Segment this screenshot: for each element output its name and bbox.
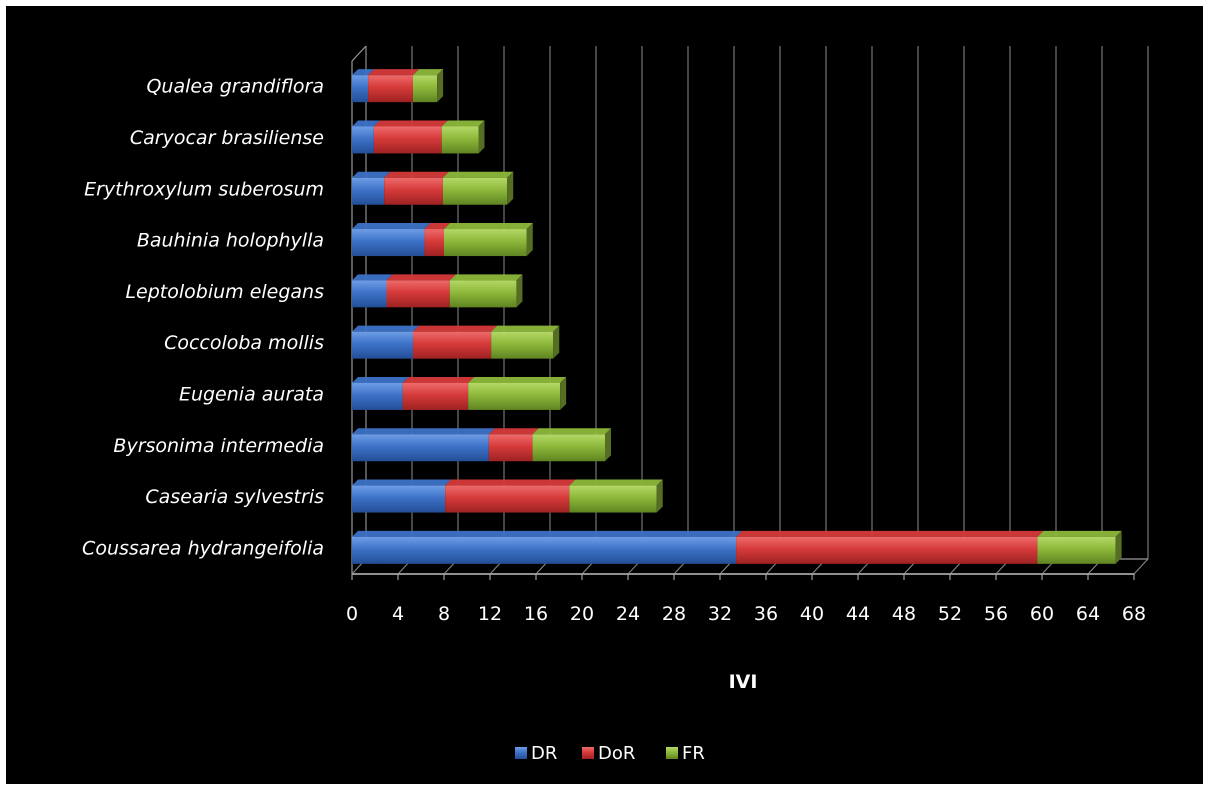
bar-dr-3 bbox=[352, 376, 409, 410]
x-tick-label: 4 bbox=[392, 603, 404, 625]
bar-fr-1 bbox=[569, 479, 663, 513]
x-tick-label: 32 bbox=[708, 603, 732, 625]
x-tick-label: 12 bbox=[478, 603, 502, 625]
legend-item-fr: FR bbox=[666, 743, 705, 764]
bar-dr-0 bbox=[352, 530, 743, 564]
chart-area: Coussarea hydrangeifolia Casearia sylvest… bbox=[6, 6, 1203, 784]
legend-label: DoR bbox=[598, 743, 635, 764]
legend-swatch bbox=[666, 747, 678, 759]
category-label: Erythroxylum suberosum bbox=[84, 178, 324, 200]
bar-fr-2 bbox=[532, 428, 611, 462]
bar-dor-3 bbox=[402, 376, 475, 410]
category-label: Casearia sylvestris bbox=[145, 486, 324, 508]
bar-dr-6 bbox=[352, 223, 431, 257]
x-tick-label: 36 bbox=[754, 603, 778, 625]
x-tick-label: 56 bbox=[984, 603, 1008, 625]
x-tick-label: 68 bbox=[1122, 603, 1146, 625]
bar-dor-1 bbox=[445, 479, 576, 513]
bar-fr-6 bbox=[444, 223, 533, 257]
x-tick-label: 48 bbox=[892, 603, 916, 625]
x-tick-label: 16 bbox=[524, 603, 548, 625]
bar-dor-0 bbox=[736, 530, 1044, 564]
bar-dor-6 bbox=[424, 223, 450, 257]
category-label: Eugenia aurata bbox=[179, 383, 324, 405]
category-label: Coussarea hydrangeifolia bbox=[82, 537, 324, 559]
category-label: Leptolobium elegans bbox=[125, 281, 324, 303]
bar-dr-7 bbox=[352, 171, 391, 205]
bar-fr-3 bbox=[468, 376, 567, 410]
x-tick-label: 20 bbox=[570, 603, 594, 625]
bar-dor-7 bbox=[384, 171, 449, 205]
bar-dr-9 bbox=[352, 69, 375, 103]
category-label: Bauhinia holophylla bbox=[137, 230, 324, 252]
bar-dr-2 bbox=[352, 428, 495, 462]
x-tick-label: 40 bbox=[800, 603, 824, 625]
x-tick-label: 8 bbox=[438, 603, 450, 625]
category-label: Byrsonima intermedia bbox=[113, 435, 324, 457]
category-label: Coccoloba mollis bbox=[164, 332, 324, 354]
x-tick-label: 24 bbox=[616, 603, 640, 625]
bar-fr-7 bbox=[442, 171, 514, 205]
bar-dr-4 bbox=[352, 325, 419, 359]
category-label: Caryocar brasiliense bbox=[130, 127, 324, 149]
x-tick-label: 44 bbox=[846, 603, 870, 625]
bar-dr-1 bbox=[352, 479, 452, 513]
legend-item-dr: DR bbox=[515, 743, 557, 764]
bar-dr-8 bbox=[352, 120, 380, 154]
bar-dor-2 bbox=[488, 428, 539, 462]
legend: DR DoR FR bbox=[515, 743, 705, 764]
side-wall-top-edge bbox=[351, 45, 367, 62]
x-axis-title: IVI bbox=[729, 671, 758, 693]
legend-swatch bbox=[582, 747, 594, 759]
bar-dor-4 bbox=[412, 325, 498, 359]
x-tick-label: 0 bbox=[346, 603, 358, 625]
bar-dr-5 bbox=[352, 274, 393, 308]
bar-fr-9 bbox=[412, 69, 444, 103]
legend-label: DR bbox=[531, 743, 557, 764]
bar-chart: Coussarea hydrangeifolia Casearia sylvest… bbox=[82, 45, 1149, 764]
bar-dor-8 bbox=[373, 120, 448, 154]
x-tick-label: 60 bbox=[1030, 603, 1054, 625]
x-tick-label: 52 bbox=[938, 603, 962, 625]
floor-gridline bbox=[1133, 558, 1149, 575]
bar-fr-0 bbox=[1037, 530, 1122, 564]
legend-item-dor: DoR bbox=[582, 743, 635, 764]
category-label: Qualea grandiflora bbox=[146, 76, 324, 98]
bar-fr-5 bbox=[449, 274, 523, 308]
x-tick-label: 28 bbox=[662, 603, 686, 625]
legend-swatch bbox=[515, 747, 527, 759]
bar-fr-4 bbox=[491, 325, 560, 359]
bar-dor-5 bbox=[386, 274, 456, 308]
legend-label: FR bbox=[682, 743, 705, 764]
x-tick-label: 64 bbox=[1076, 603, 1100, 625]
bar-dor-9 bbox=[368, 69, 419, 103]
bar-fr-8 bbox=[441, 120, 485, 154]
